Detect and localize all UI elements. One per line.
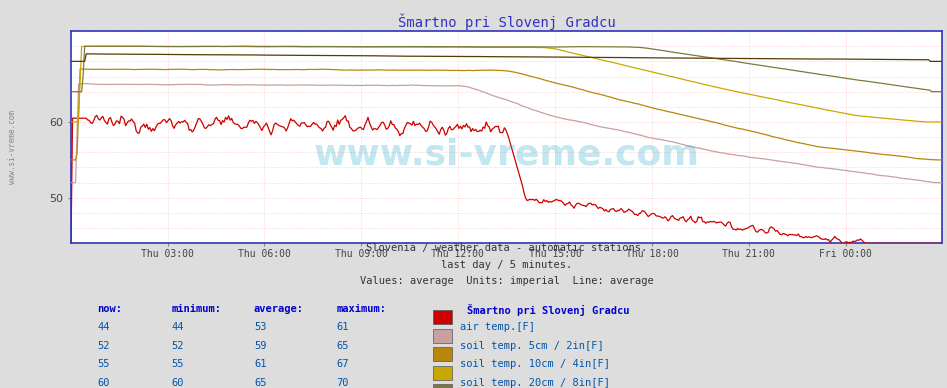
Text: Slovenia / weather data - automatic stations.: Slovenia / weather data - automatic stat… <box>366 243 647 253</box>
FancyBboxPatch shape <box>433 347 452 361</box>
FancyBboxPatch shape <box>433 366 452 379</box>
Text: 65: 65 <box>254 378 266 388</box>
Text: www.si-vreme.com: www.si-vreme.com <box>8 111 17 184</box>
Title: Šmartno pri Slovenj Gradcu: Šmartno pri Slovenj Gradcu <box>398 13 616 30</box>
Text: 65: 65 <box>337 341 349 350</box>
Text: soil temp. 10cm / 4in[F]: soil temp. 10cm / 4in[F] <box>460 359 611 369</box>
Text: 44: 44 <box>171 322 184 332</box>
Text: 44: 44 <box>98 322 110 332</box>
Text: 55: 55 <box>98 359 110 369</box>
Text: air temp.[F]: air temp.[F] <box>460 322 535 332</box>
Text: minimum:: minimum: <box>171 303 222 314</box>
Text: 67: 67 <box>337 359 349 369</box>
Text: soil temp. 5cm / 2in[F]: soil temp. 5cm / 2in[F] <box>460 341 604 350</box>
Text: 52: 52 <box>171 341 184 350</box>
Text: Šmartno pri Slovenj Gradcu: Šmartno pri Slovenj Gradcu <box>468 303 630 315</box>
Text: 55: 55 <box>171 359 184 369</box>
FancyBboxPatch shape <box>433 329 452 343</box>
Text: 61: 61 <box>254 359 266 369</box>
Text: 70: 70 <box>337 378 349 388</box>
Text: average:: average: <box>254 303 304 314</box>
Text: 53: 53 <box>254 322 266 332</box>
Text: 52: 52 <box>98 341 110 350</box>
Text: maximum:: maximum: <box>337 303 386 314</box>
Text: 60: 60 <box>171 378 184 388</box>
Text: www.si-vreme.com: www.si-vreme.com <box>313 137 700 171</box>
FancyBboxPatch shape <box>433 310 452 324</box>
Text: Values: average  Units: imperial  Line: average: Values: average Units: imperial Line: av… <box>360 276 653 286</box>
FancyBboxPatch shape <box>433 385 452 388</box>
Text: 60: 60 <box>98 378 110 388</box>
Text: soil temp. 20cm / 8in[F]: soil temp. 20cm / 8in[F] <box>460 378 611 388</box>
Text: now:: now: <box>98 303 122 314</box>
Text: 59: 59 <box>254 341 266 350</box>
Text: last day / 5 minutes.: last day / 5 minutes. <box>441 260 572 270</box>
Text: 61: 61 <box>337 322 349 332</box>
